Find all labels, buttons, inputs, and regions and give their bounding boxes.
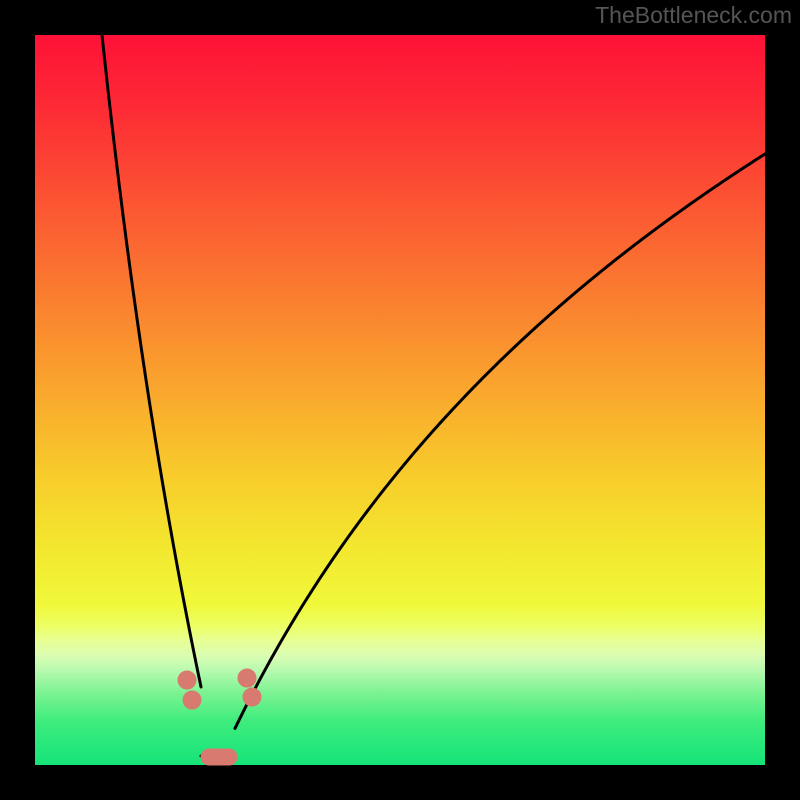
marker-right-upper xyxy=(238,669,256,687)
gradient-plot-area xyxy=(35,35,765,765)
marker-left-upper xyxy=(178,671,196,689)
bottleneck-plot-svg xyxy=(0,0,800,800)
watermark-text: TheBottleneck.com xyxy=(595,2,792,29)
figure-container: TheBottleneck.com xyxy=(0,0,800,800)
marker-right-lower xyxy=(243,688,261,706)
marker-bottom-capsule xyxy=(201,749,237,765)
marker-left-lower xyxy=(183,691,201,709)
